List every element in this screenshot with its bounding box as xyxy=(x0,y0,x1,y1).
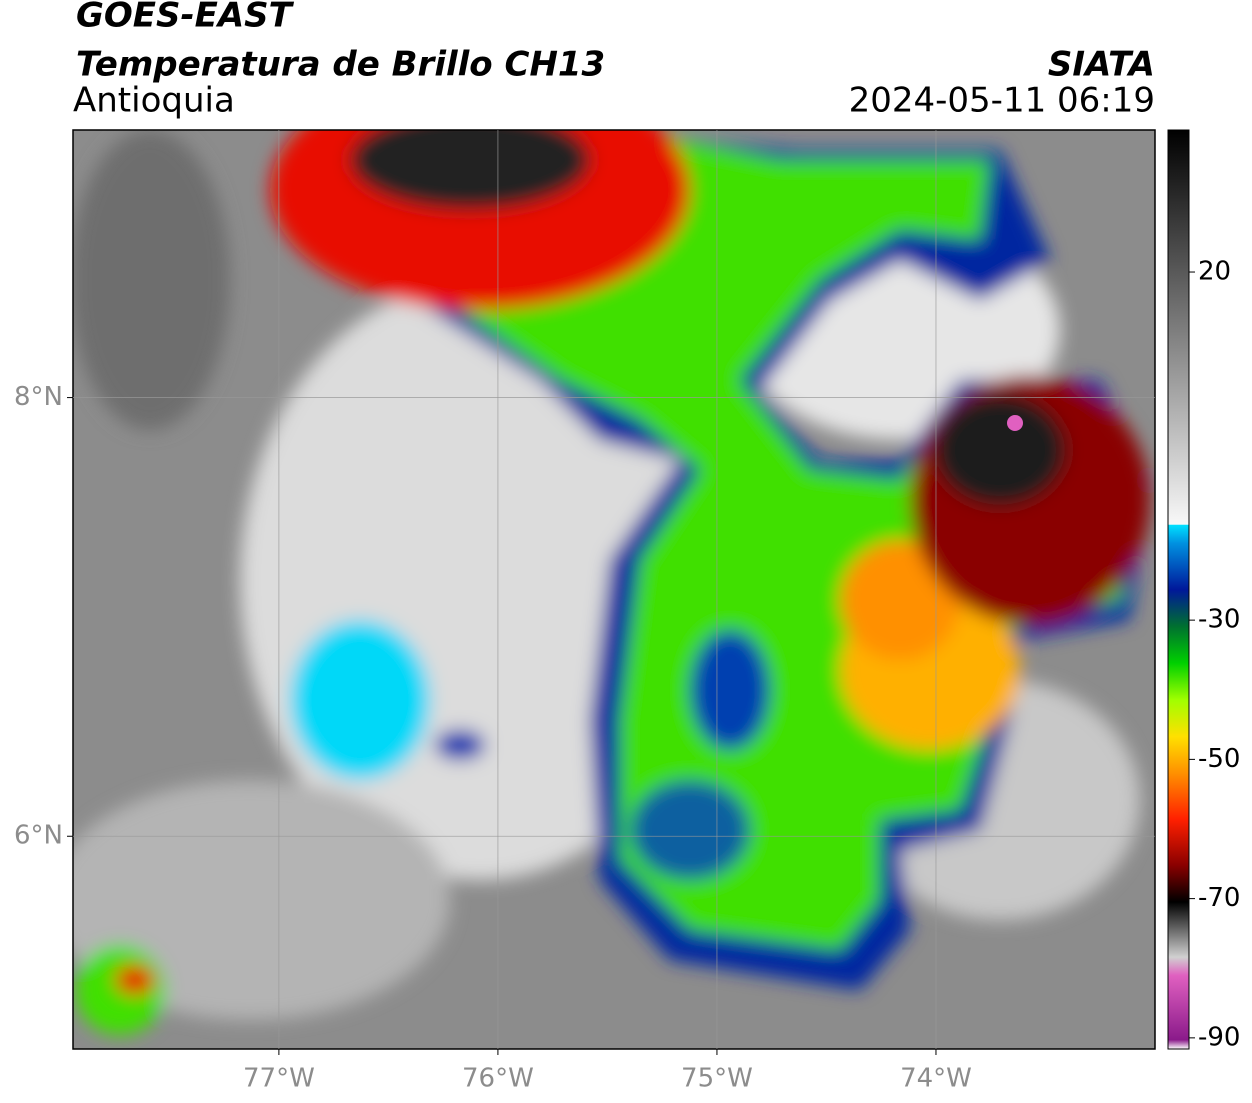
timestamp: 2024-05-11 06:19 xyxy=(849,81,1155,121)
colorbar-tick-label: 20 xyxy=(1198,257,1231,287)
subtitle: Temperatura de Brillo CH13 xyxy=(76,45,605,85)
satellite-image xyxy=(73,130,1155,1049)
colorbar-tick-label: -30 xyxy=(1198,605,1240,635)
x-tick-label: 76°W xyxy=(462,1064,534,1094)
agency: SIATA xyxy=(1048,45,1155,85)
colorbar xyxy=(1167,129,1190,1050)
colorbar-tick-label: -70 xyxy=(1198,883,1240,913)
region: Antioquia xyxy=(73,81,235,121)
y-tick-label: 6°N xyxy=(14,821,63,851)
x-tick-label: 75°W xyxy=(681,1064,753,1094)
y-tick-label: 8°N xyxy=(14,382,63,412)
x-tick-label: 74°W xyxy=(900,1064,972,1094)
title: GOES-EAST xyxy=(76,0,295,36)
map-frame xyxy=(72,129,1156,1050)
x-tick-label: 77°W xyxy=(243,1064,315,1094)
colorbar-tick-label: -90 xyxy=(1198,1022,1240,1052)
colorbar-tick-label: -50 xyxy=(1198,744,1240,774)
